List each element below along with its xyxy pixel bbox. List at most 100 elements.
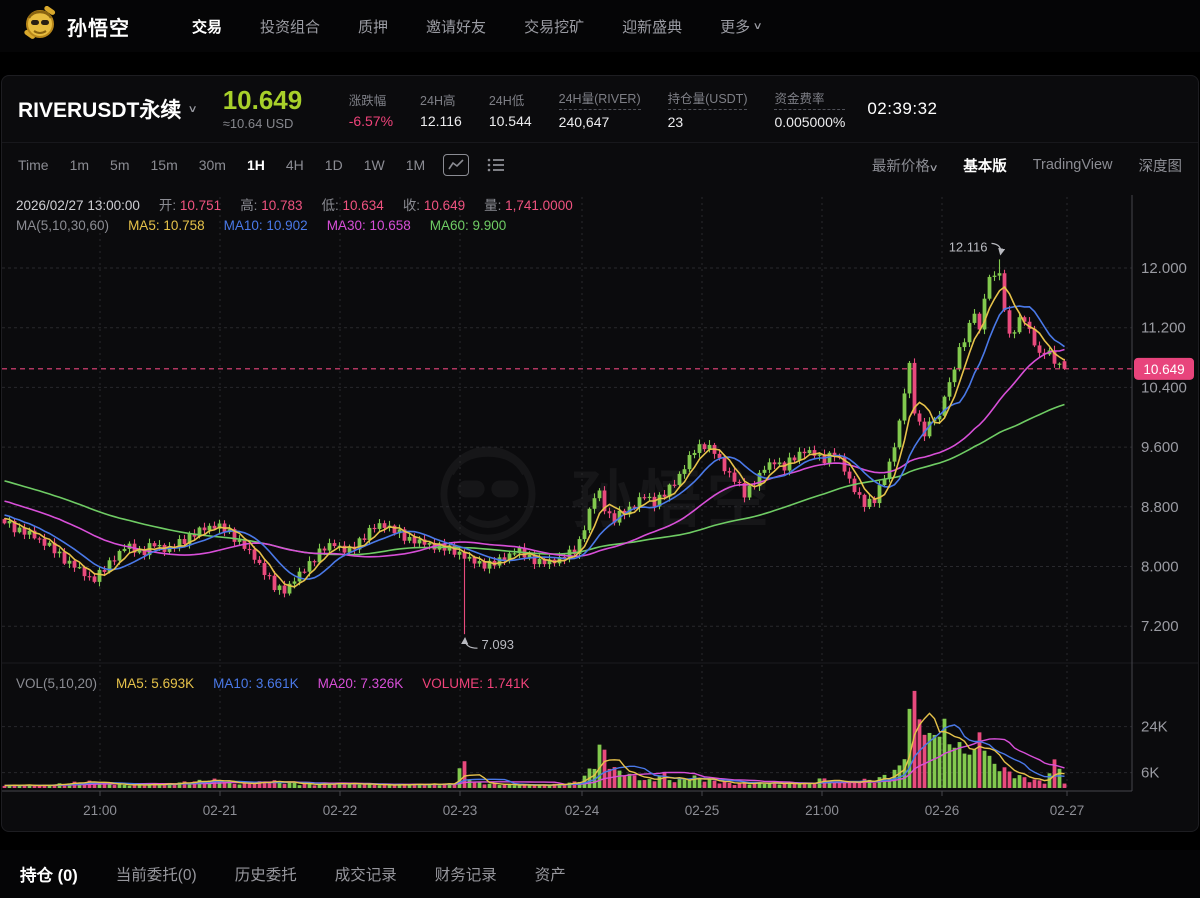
ohlc-label: 开:: [158, 198, 180, 213]
svg-text:12.116: 12.116: [949, 239, 988, 254]
stat-label: 24H高: [420, 93, 456, 108]
chart-view-switch: 最新价格 ∨ 基本版 TradingView 深度图: [872, 155, 1182, 176]
svg-text:21:00: 21:00: [805, 803, 839, 818]
vol-MA20: MA20: 7.326K: [317, 676, 404, 691]
ohlc-value: 10.634: [342, 198, 384, 213]
svg-text:02-27: 02-27: [1050, 803, 1085, 818]
stat-6: 资金费率 0.005000%: [774, 88, 846, 130]
nav-item-5[interactable]: 交易挖矿: [524, 18, 585, 36]
nav-menu: 交易 投资组合 质押 邀请好友 交易挖矿 迎新盛典 更多 ∨: [192, 16, 763, 37]
brand-logo[interactable]: 孙悟空: [22, 5, 130, 47]
svg-text:02-26: 02-26: [925, 803, 960, 818]
tab-5[interactable]: 财务记录: [434, 867, 497, 884]
kline-style-icon[interactable]: [443, 154, 470, 176]
chart-toolbar: Time 1m 5m 15m 30m 1H 4H 1D 1W 1M 最新价格 ∨ 基本版 Tradin…: [2, 143, 1198, 187]
interval-30m[interactable]: 30m: [198, 157, 226, 173]
svg-text:10.400: 10.400: [1141, 379, 1187, 396]
svg-text:10.649: 10.649: [1143, 362, 1184, 377]
interval-4H[interactable]: 4H: [285, 157, 304, 173]
tab-6[interactable]: 资产: [534, 867, 566, 884]
ma-MA10: MA10: 10.902: [223, 218, 308, 233]
ma-MA60: MA60: 9.900: [429, 218, 507, 233]
svg-text:02-23: 02-23: [443, 803, 478, 818]
nav-item-3[interactable]: 质押: [358, 18, 389, 36]
symbol-selector[interactable]: RIVERUSDT永续 ∨: [18, 94, 198, 124]
svg-text:12.000: 12.000: [1141, 260, 1187, 277]
stat-value: 0.005000%: [774, 114, 846, 130]
interval-15m[interactable]: 15m: [150, 157, 178, 173]
nav-item-1[interactable]: 交易: [192, 18, 223, 36]
svg-text:7.200: 7.200: [1141, 618, 1179, 635]
view-2[interactable]: 基本版: [963, 158, 1007, 175]
interval-5m[interactable]: 5m: [110, 157, 130, 173]
vol-MA5: MA5: 5.693K: [116, 676, 195, 691]
ohlc-label: 低:: [321, 198, 343, 213]
volume-readout: VOL(5,10,20) MA5: 5.693K MA10: 3.661K MA20:…: [16, 676, 530, 691]
last-price-usd: ≈10.64 USD: [222, 116, 294, 132]
monkey-logo-icon: [22, 5, 58, 47]
view-1[interactable]: 最新价格 ∨: [871, 158, 939, 175]
ohlc-value: 1,741.0000: [505, 198, 573, 213]
bottom-tabs: 持仓 (0) 当前委托(0) 历史委托 成交记录 财务记录 资产: [0, 850, 1200, 898]
chart-tool-icons: [443, 154, 507, 176]
interval-1H[interactable]: 1H: [246, 157, 265, 173]
price-chart-canvas[interactable]: 12.000 11.200 10.400 9.600 8.800 8.000 7.200 24…: [2, 187, 1198, 831]
stat-5: 持仓量(USDT) 23: [667, 88, 748, 130]
svg-text:8.800: 8.800: [1141, 499, 1179, 516]
trading-panel: RIVERUSDT永续 ∨ 10.649 ≈10.64 USD 涨跌幅 -6.57…: [1, 75, 1199, 832]
nav-item-4[interactable]: 邀请好友: [426, 18, 487, 36]
indicators-icon[interactable]: [485, 155, 507, 175]
ohlc-value: 10.783: [261, 198, 303, 213]
svg-text:11.200: 11.200: [1141, 320, 1186, 337]
funding-countdown: 02:39:32: [867, 99, 938, 118]
nav-item-7[interactable]: 更多 ∨: [720, 18, 763, 36]
tab-1[interactable]: 持仓 (0): [20, 867, 78, 885]
ohlc-量: 量: 1,741.0000: [484, 194, 573, 214]
ohlc-高: 高: 10.783: [240, 194, 302, 214]
nav-item-2[interactable]: 投资组合: [260, 18, 321, 36]
ma-MA5: MA5: 10.758: [128, 218, 205, 233]
tab-4[interactable]: 成交记录: [334, 867, 397, 884]
brand-name: 孙悟空: [67, 17, 130, 40]
interval-1W[interactable]: 1W: [363, 157, 385, 173]
view-3[interactable]: TradingView: [1032, 157, 1113, 173]
stat-4: 24H量(RIVER) 240,647: [558, 88, 641, 130]
nav-item-6[interactable]: 迎新盛典: [622, 18, 683, 36]
chart-area: 孙悟空 12.000 11.200 10.400 9.600 8.800 8.000 7.2…: [2, 187, 1198, 831]
stat-label[interactable]: 资金费率: [774, 88, 846, 110]
svg-text:24K: 24K: [1141, 719, 1168, 736]
interval-list: Time 1m 5m 15m 30m 1H 4H 1D 1W 1M: [18, 157, 425, 173]
ma-prefix: MA(5,10,30,60): [16, 218, 110, 233]
svg-text:7.093: 7.093: [482, 637, 515, 652]
ohlc-低: 低: 10.634: [322, 194, 384, 214]
ohlc-value: 10.649: [423, 198, 466, 213]
svg-text:21:00: 21:00: [83, 803, 117, 818]
ma-MA30: MA30: 10.658: [326, 218, 411, 233]
stat-label[interactable]: 持仓量(USDT): [667, 88, 748, 110]
chevron-down-icon: ∨: [928, 162, 939, 174]
view-4[interactable]: 深度图: [1138, 158, 1183, 175]
interval-1D[interactable]: 1D: [324, 157, 343, 173]
svg-text:9.600: 9.600: [1141, 439, 1179, 456]
tab-2[interactable]: 当前委托(0): [115, 867, 197, 884]
stat-1: 涨跌幅 -6.57%: [349, 90, 393, 129]
interval-Time[interactable]: Time: [18, 157, 49, 173]
ohlc-开: 开: 10.751: [159, 194, 221, 214]
svg-text:02-22: 02-22: [323, 803, 358, 818]
market-header: RIVERUSDT永续 ∨ 10.649 ≈10.64 USD 涨跌幅 -6.57…: [2, 76, 1198, 143]
candle-datetime: 2026/02/27 13:00:00: [16, 198, 140, 213]
stat-label: 涨跌幅: [348, 93, 387, 108]
market-stats: 涨跌幅 -6.57% 24H高 12.116 24H低 10.544 24H量(RIVER)…: [349, 88, 846, 130]
interval-1M[interactable]: 1M: [405, 157, 426, 173]
stat-value: 12.116: [420, 112, 462, 129]
tab-3[interactable]: 历史委托: [234, 867, 297, 884]
last-price-block: 10.649 ≈10.64 USD: [222, 86, 341, 132]
ohlc-收: 收: 10.649: [403, 194, 465, 214]
svg-text:8.000: 8.000: [1141, 559, 1179, 576]
stat-label[interactable]: 24H量(RIVER): [558, 88, 641, 110]
interval-1m[interactable]: 1m: [69, 157, 90, 173]
vol-prefix: VOL(5,10,20): [16, 676, 98, 691]
ohlc-label: 收:: [402, 198, 424, 213]
stat-3: 24H低 10.544: [489, 90, 532, 129]
stat-2: 24H高 12.116: [420, 90, 462, 129]
